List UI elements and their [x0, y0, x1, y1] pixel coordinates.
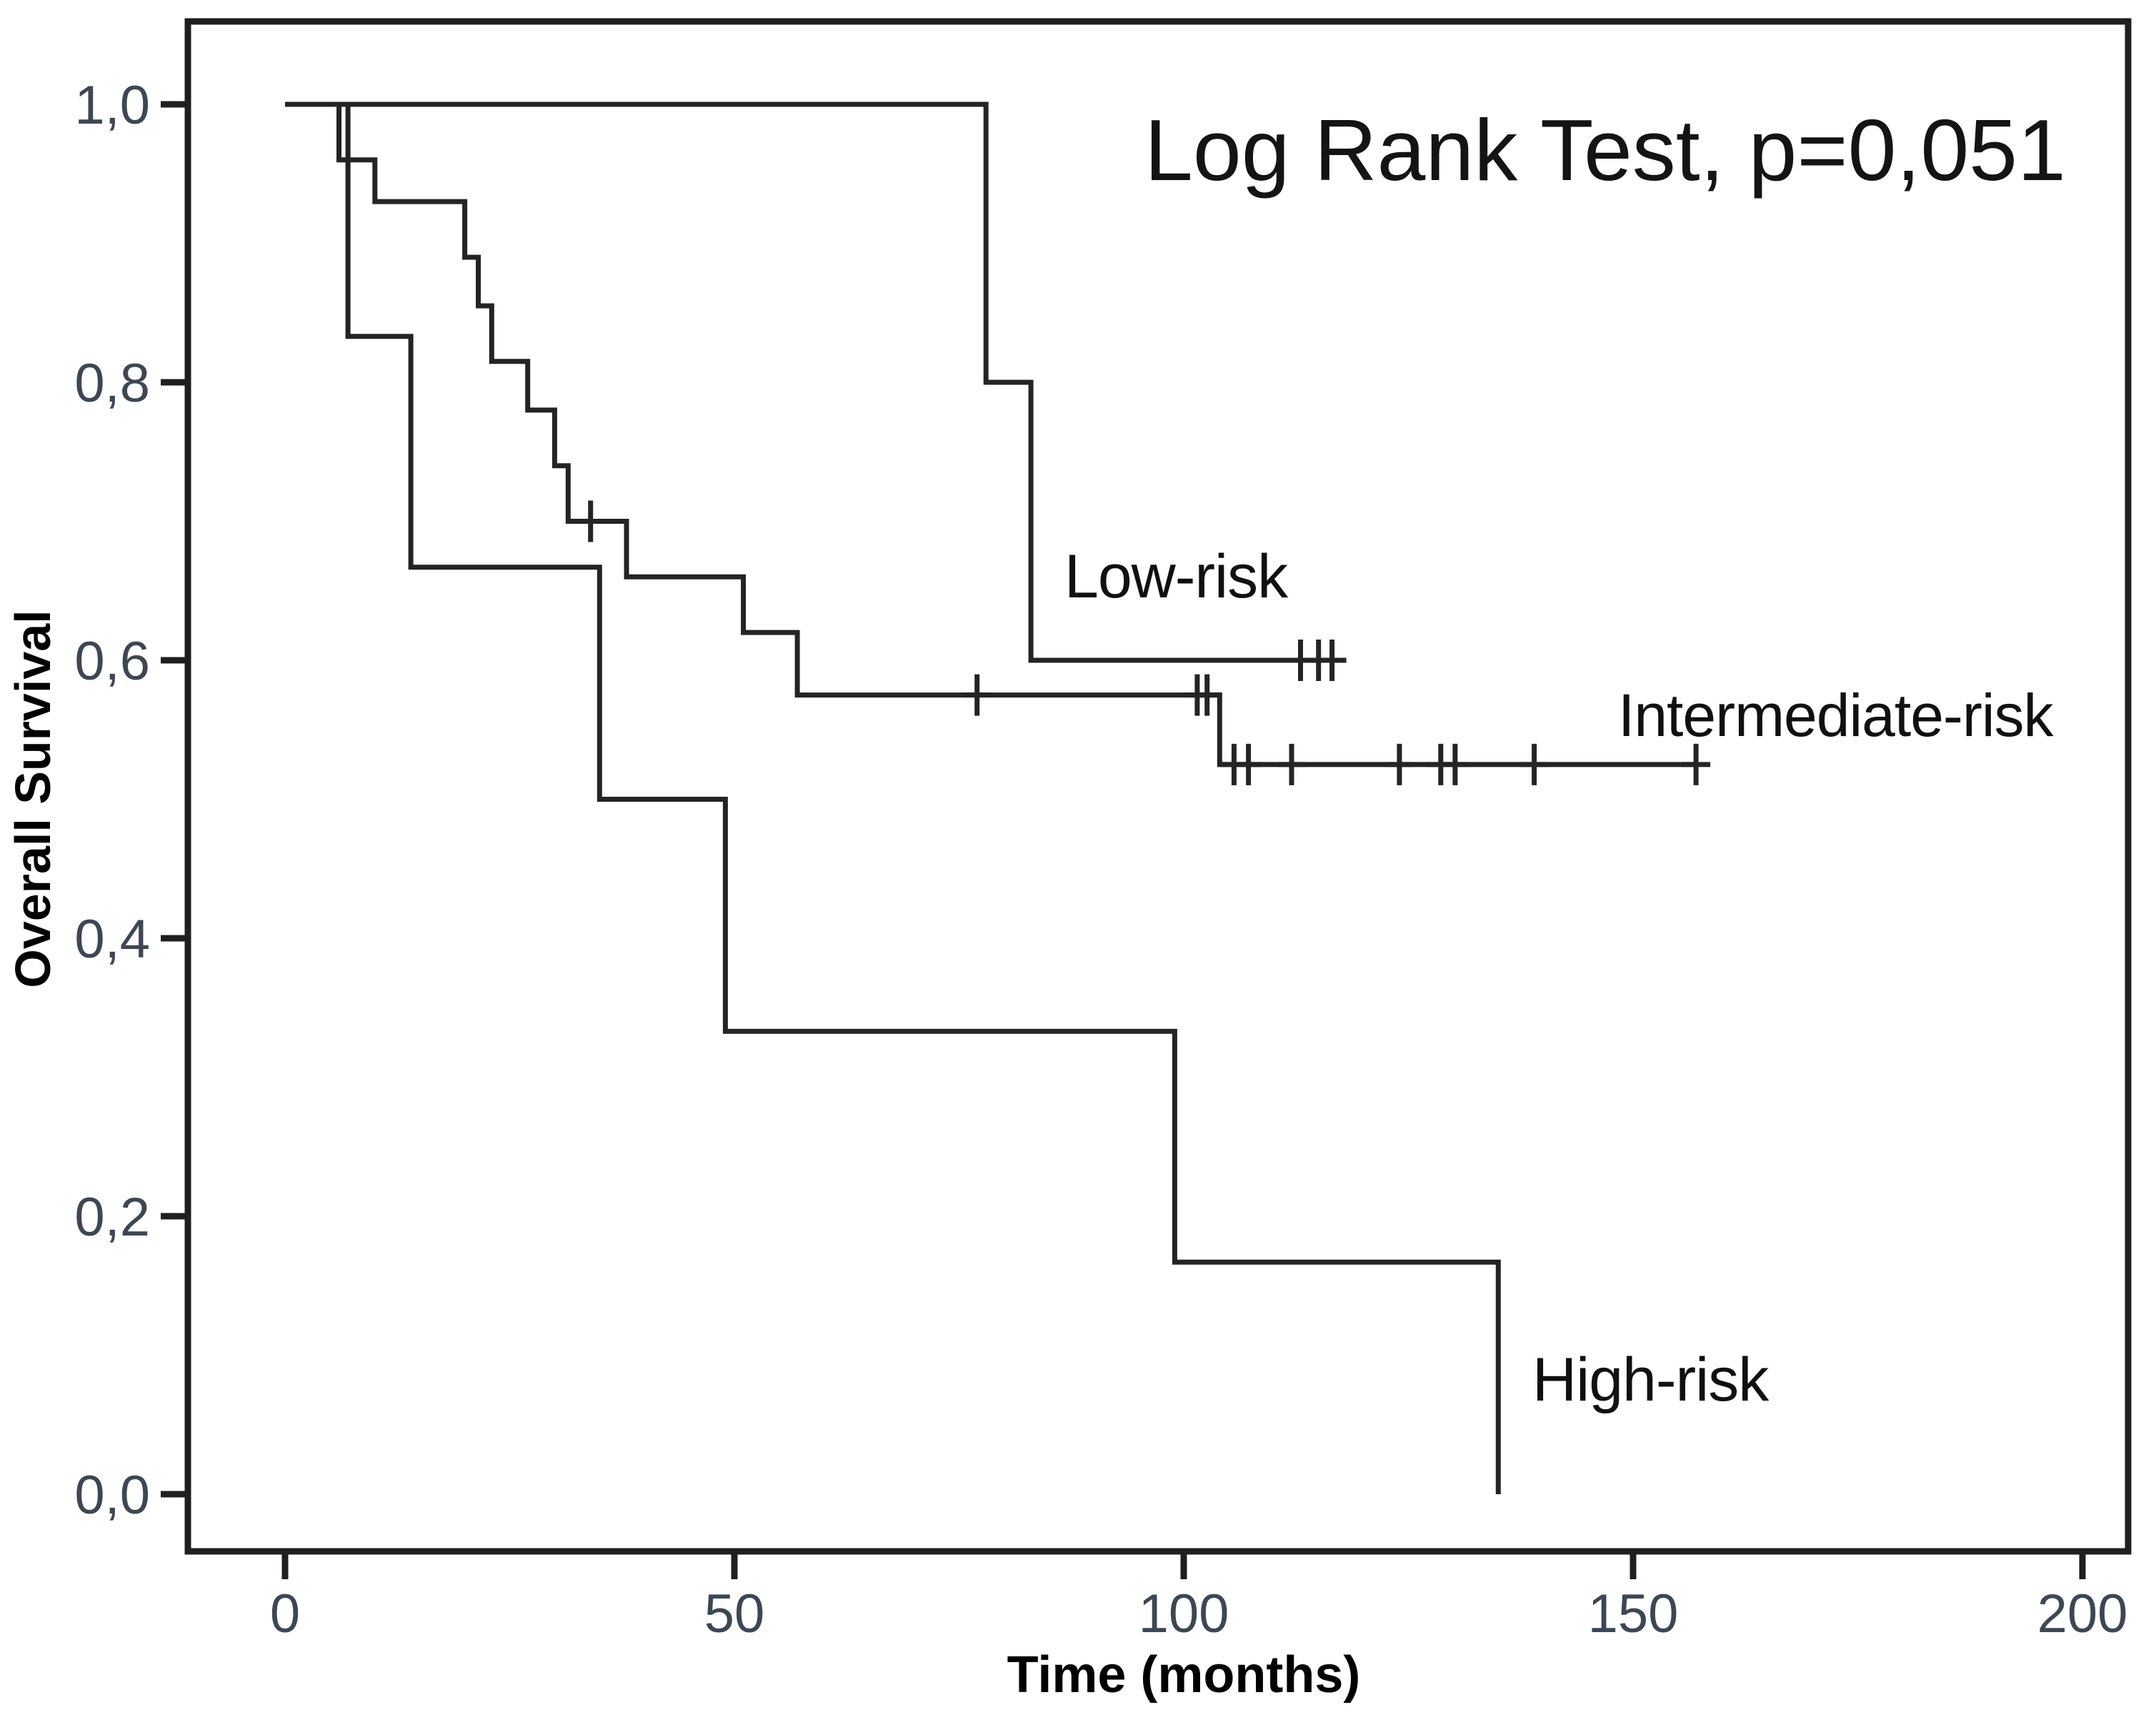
curve-label-high-risk: High-risk [1532, 1346, 1770, 1414]
y-tick-label: 0,2 [74, 1187, 150, 1248]
y-axis-title: Overall Survival [5, 610, 61, 988]
y-tick-label: 0,0 [74, 1465, 150, 1526]
y-tick-label: 0,8 [74, 353, 150, 414]
plot-frame [184, 18, 2132, 1555]
y-tick-label: 0,6 [74, 631, 150, 692]
x-tick-label: 200 [2037, 1584, 2128, 1644]
survival-curve-intermediate-risk [285, 101, 1697, 767]
curve-labels-layer: Low-risk Intermediate-risk High-risk [1064, 542, 2055, 1414]
survival-curve-high-risk [285, 101, 1501, 1494]
x-tick-label: 100 [1139, 1584, 1229, 1644]
survival-curves-layer [285, 101, 1711, 1494]
log-rank-annotation: Log Rank Test, p=0,051 [1144, 101, 2066, 199]
x-tick-label: 50 [704, 1584, 765, 1644]
axis-ticks-layer: 0 50 100 150 200 1,0 0,8 0,6 0,4 0,2 0,0 [74, 75, 2127, 1644]
x-tick-label: 0 [270, 1584, 300, 1644]
curve-label-intermediate-risk: Intermediate-risk [1618, 682, 2055, 749]
curve-label-low-risk: Low-risk [1064, 542, 1289, 611]
survival-curve-low-risk [285, 101, 1346, 663]
y-tick-label: 1,0 [74, 75, 150, 136]
x-axis-title: Time (months) [1007, 1646, 1361, 1704]
y-tick-label: 0,4 [74, 909, 150, 970]
x-tick-label: 150 [1588, 1584, 1679, 1644]
